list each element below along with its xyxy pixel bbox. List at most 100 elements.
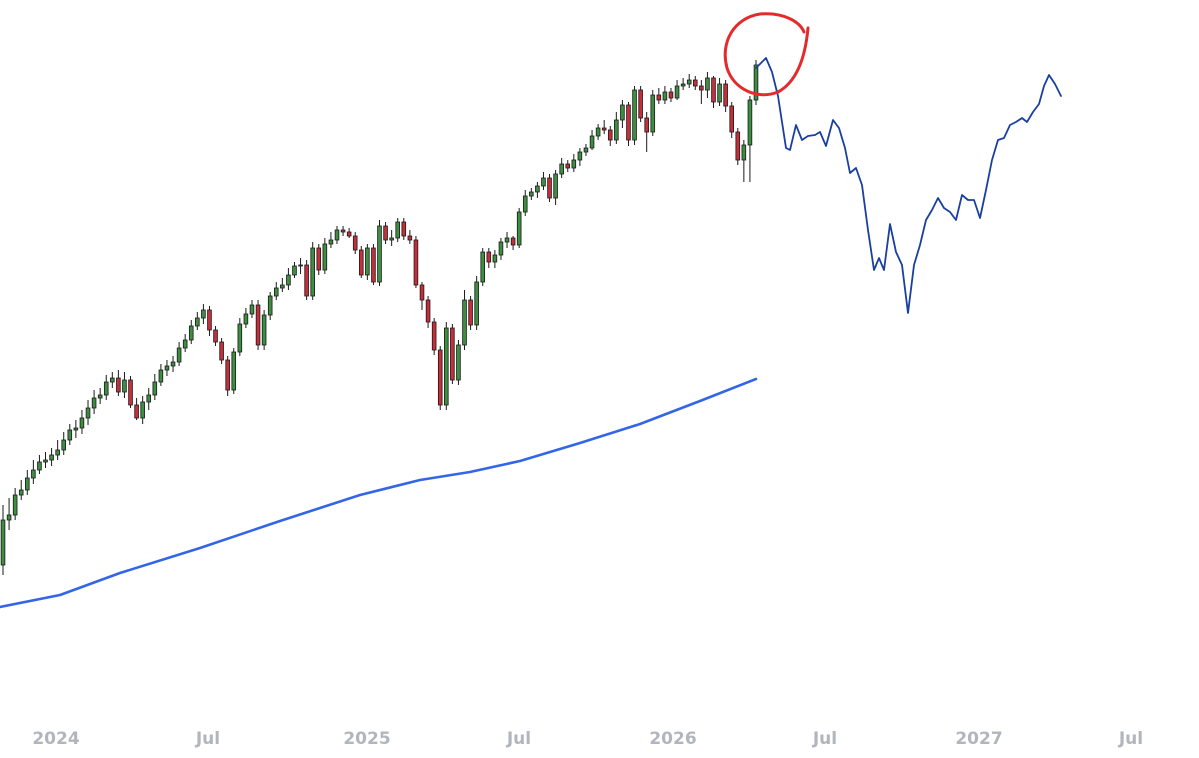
candle-body: [6, 514, 12, 521]
candle: [692, 76, 698, 90]
moving-average-layer: [0, 377, 758, 609]
candle: [18, 480, 24, 500]
candle: [188, 320, 194, 344]
candle-body: [176, 347, 182, 363]
candle-body: [73, 427, 79, 431]
candle-body: [316, 247, 322, 271]
candle-body: [431, 321, 437, 351]
annotation-layer: [723, 12, 810, 97]
candle: [316, 244, 322, 275]
candle-body: [304, 264, 309, 297]
candle-body: [37, 461, 42, 471]
candle-body: [711, 77, 716, 103]
candle-body: [146, 394, 152, 403]
x-axis: 2024 Jul 2025 Jul 2026 Jul 2027 Jul: [32, 729, 1143, 749]
candle: [668, 88, 674, 102]
candle-body: [662, 91, 668, 101]
candle-body: [456, 344, 461, 381]
candle: [304, 260, 309, 300]
candle-body: [207, 309, 212, 331]
candle: [334, 226, 340, 244]
candle: [638, 86, 643, 122]
candle: [577, 148, 583, 166]
candle: [6, 498, 12, 530]
candle-body: [358, 249, 364, 276]
candle: [686, 74, 692, 88]
candle-body: [674, 85, 680, 99]
candle: [444, 322, 449, 410]
candle: [134, 398, 139, 420]
candle: [116, 370, 121, 396]
candle-body: [365, 247, 370, 276]
candle-body: [486, 251, 492, 263]
candle: [626, 102, 631, 146]
candle: [267, 292, 273, 320]
projection-line: [755, 57, 1062, 314]
candle-body: [182, 339, 188, 349]
candle-body: [723, 83, 728, 107]
candle-body: [632, 89, 637, 141]
candle-body: [595, 127, 601, 137]
moving-average-line: [0, 377, 758, 609]
candle: [541, 172, 546, 190]
candle: [249, 300, 255, 318]
candle: [85, 400, 91, 425]
candle-body: [152, 381, 158, 396]
candle: [158, 364, 164, 386]
candle: [73, 420, 79, 438]
candle-body: [498, 241, 504, 256]
candle-body: [650, 94, 656, 133]
candle-body: [352, 235, 358, 251]
candle-body: [134, 404, 139, 419]
candle: [504, 232, 510, 248]
candle: [486, 248, 492, 268]
candle: [49, 448, 54, 466]
candle: [516, 208, 522, 248]
candle-body: [334, 229, 340, 241]
candle: [103, 375, 109, 400]
candle-body: [541, 177, 546, 187]
candle-body: [620, 104, 625, 121]
candle: [674, 80, 680, 100]
candle-body: [553, 173, 558, 199]
candle-body: [614, 119, 619, 141]
candle-body: [735, 131, 741, 161]
candle-body: [444, 327, 449, 406]
candle-body: [395, 221, 401, 239]
candle-body: [753, 64, 759, 101]
candle: [340, 226, 346, 236]
candle: [699, 80, 704, 104]
candle-body: [225, 359, 230, 391]
candle-body: [407, 235, 413, 241]
candle: [474, 276, 479, 330]
candle: [510, 236, 516, 250]
candle: [650, 90, 656, 136]
candle-body: [298, 264, 303, 267]
candle-body: [43, 459, 48, 463]
candle: [741, 140, 747, 182]
candle-body: [201, 309, 206, 319]
candle: [201, 304, 206, 324]
candle-body: [462, 299, 467, 346]
candle: [231, 348, 237, 394]
candle-body: [644, 117, 649, 133]
candle: [207, 306, 212, 336]
candle-body: [61, 439, 67, 451]
x-tick-label: Jul: [1118, 729, 1143, 749]
candle-body: [18, 489, 24, 496]
candle-body: [122, 379, 127, 393]
highlight-circle-annotation: [723, 12, 810, 97]
candle: [176, 342, 182, 366]
candle-body: [577, 151, 583, 161]
candle: [498, 238, 504, 260]
candle: [377, 220, 382, 286]
candle: [146, 388, 152, 410]
candle: [346, 228, 352, 238]
candle-body: [213, 329, 218, 343]
candle: [559, 158, 564, 178]
candle: [328, 232, 334, 248]
candle: [25, 470, 30, 495]
candle-body: [128, 379, 133, 406]
candle: [0, 505, 6, 575]
candle-body: [249, 304, 255, 315]
